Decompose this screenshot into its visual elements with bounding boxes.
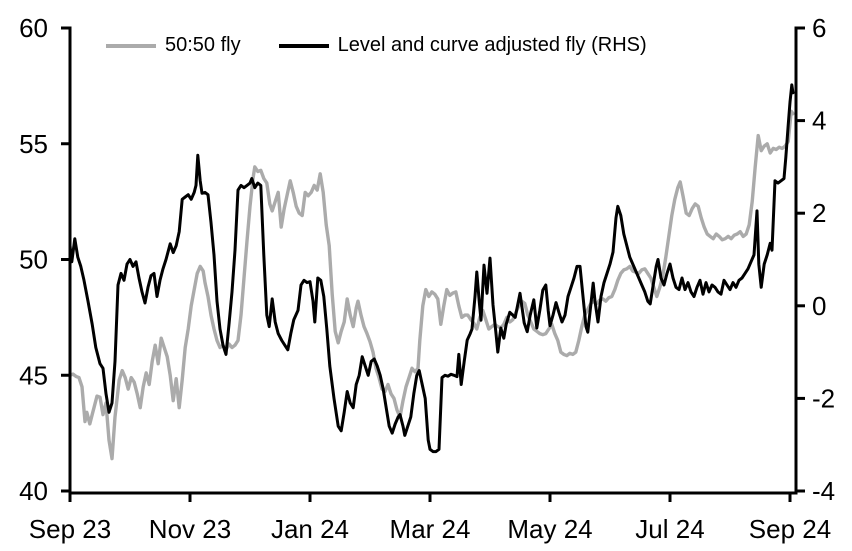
left-axis-tick-label: 60 bbox=[19, 13, 48, 43]
legend-line-swatch-50-50-fly bbox=[106, 43, 156, 48]
x-axis-tick-label: Sep 23 bbox=[29, 514, 111, 544]
right-axis-tick-label: 0 bbox=[812, 291, 826, 321]
right-axis-tick-label: 2 bbox=[812, 198, 826, 228]
left-axis-tick-label: 50 bbox=[19, 245, 48, 275]
series-line-level-curve-adjusted-fly bbox=[68, 83, 795, 454]
legend-label-level-curve-adjusted-fly: Level and curve adjusted fly (RHS) bbox=[337, 34, 647, 56]
legend-label-50-50-fly: 50:50 fly bbox=[165, 34, 241, 56]
x-axis-tick-label: Mar 24 bbox=[390, 514, 471, 544]
left-axis-tick-label: 45 bbox=[19, 360, 48, 390]
x-axis-tick-label: Sep 24 bbox=[749, 514, 831, 544]
left-axis-tick-label: 55 bbox=[19, 129, 48, 159]
chart-legend: 50:50 fly Level and curve adjusted fly (R… bbox=[106, 34, 647, 57]
x-axis-tick-label: Jan 24 bbox=[271, 514, 349, 544]
series-line-50-50-fly bbox=[68, 109, 795, 461]
right-axis-tick-label: 6 bbox=[812, 13, 826, 43]
legend-entry-level-curve-adjusted-fly: Level and curve adjusted fly (RHS) bbox=[278, 34, 647, 57]
left-axis-tick-label: 40 bbox=[19, 476, 48, 506]
right-axis-tick-label: -2 bbox=[812, 383, 835, 413]
right-axis-tick-label: 4 bbox=[812, 106, 826, 136]
right-axis-tick-label: -4 bbox=[812, 476, 835, 506]
x-axis-tick-label: Jul 24 bbox=[635, 514, 704, 544]
x-axis-tick-label: Nov 23 bbox=[149, 514, 231, 544]
legend-line-swatch-level-curve-adjusted-fly bbox=[278, 43, 329, 48]
legend-entry-50-50-fly: 50:50 fly bbox=[106, 34, 241, 57]
x-axis-tick-label: May 24 bbox=[507, 514, 592, 544]
